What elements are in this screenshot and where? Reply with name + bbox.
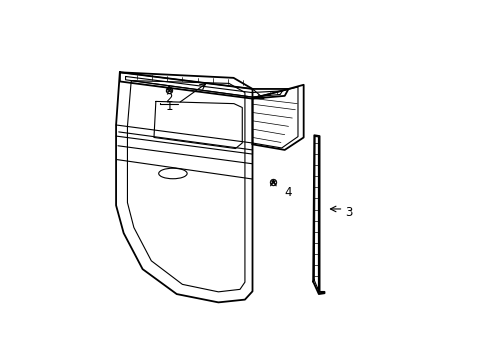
Text: 4: 4	[284, 186, 292, 199]
Text: 3: 3	[345, 206, 352, 219]
Text: 2: 2	[165, 92, 173, 105]
Text: 1: 1	[165, 100, 173, 113]
